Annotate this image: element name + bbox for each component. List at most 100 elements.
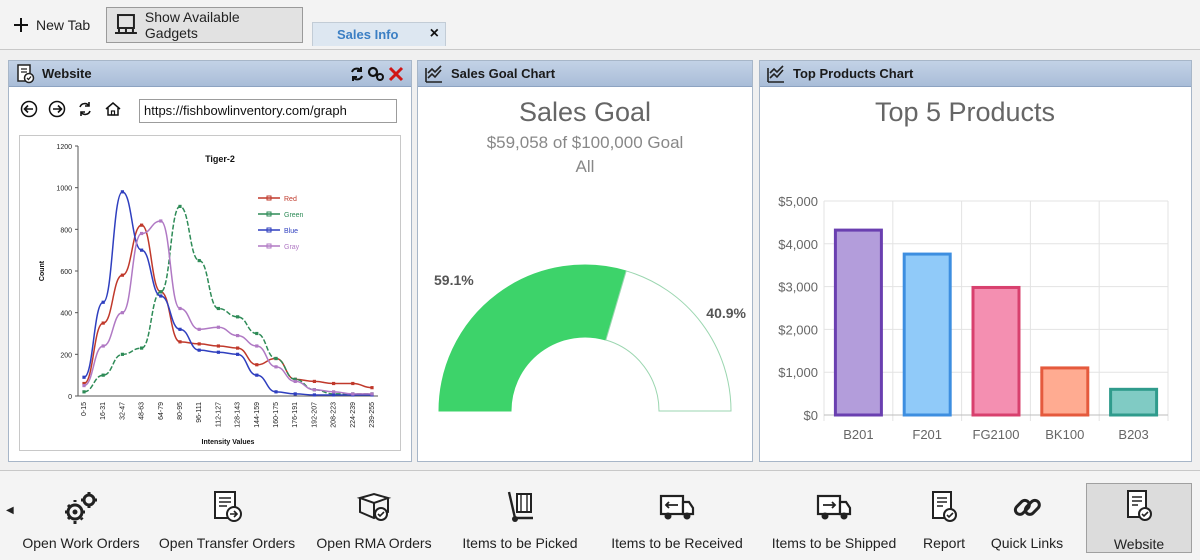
show-gadgets-button[interactable]: Show Available Gadgets [106, 7, 303, 43]
y-tick-label: $0 [804, 408, 818, 423]
y-tick-label: 400 [60, 311, 72, 318]
website-launcher-label: Website [1113, 536, 1165, 552]
legend-marker [266, 211, 272, 217]
bar-b203 [1109, 387, 1159, 417]
x-tick-label: FG2100 [973, 427, 1020, 442]
data-point-gray [312, 388, 316, 392]
home-icon[interactable] [103, 99, 123, 119]
data-point-red [332, 381, 336, 386]
website-icon [1124, 488, 1154, 524]
data-point-red [101, 321, 105, 325]
new-tab-button[interactable]: New Tab [6, 7, 96, 43]
settings-icon[interactable] [367, 66, 385, 82]
x-tick-label: BK100 [1045, 427, 1084, 442]
data-point-red [255, 363, 259, 367]
data-point-blue [159, 294, 163, 298]
data-point-green [293, 377, 297, 381]
data-point-red [82, 381, 86, 386]
x-tick-label: 208-223 [331, 402, 338, 428]
data-point-gray [351, 392, 355, 396]
scroll-left-icon[interactable]: ◀ [6, 505, 14, 516]
panel-actions [349, 65, 405, 83]
items-to-be-shipped-button[interactable]: Items to be Shipped [766, 485, 902, 551]
x-tick-label: 192-207 [311, 402, 318, 428]
refresh-icon[interactable] [349, 66, 365, 82]
quick-links-button[interactable]: Quick Links [984, 485, 1070, 551]
y-tick-label: $2,000 [778, 322, 818, 337]
data-point-gray [178, 306, 182, 311]
x-tick-label: 239-255 [369, 402, 376, 428]
tab-sales-info-label: Sales Info [337, 27, 399, 42]
data-point-green [101, 373, 105, 377]
sales-goal-panel: Sales Goal Chart Sales Goal $59,058 of $… [417, 60, 753, 462]
data-point-green [82, 390, 86, 394]
data-point-blue [332, 393, 336, 397]
data-point-blue [312, 393, 316, 397]
link-icon [1010, 489, 1044, 525]
x-tick-label: 0-15 [81, 402, 88, 416]
data-point-gray [370, 392, 374, 396]
gauge-achieved-slice [438, 264, 627, 412]
items-to-be-received-button[interactable]: Items to be Received [604, 485, 750, 551]
items-to-be-picked-label: Items to be Picked [462, 535, 578, 551]
open-transfer-orders-button[interactable]: Open Transfer Orders [156, 485, 298, 551]
close-icon[interactable]: × [429, 25, 439, 42]
bar-b201 [833, 228, 883, 417]
data-point-gray [140, 231, 144, 236]
series-line-blue [83, 191, 372, 396]
data-point-gray [216, 325, 220, 329]
sales-goal-gauge [438, 264, 732, 412]
top-products-panel-title: Top Products Chart [793, 66, 914, 81]
sales-goal-panel-header[interactable]: Sales Goal Chart [418, 61, 752, 87]
data-point-gray [197, 327, 201, 331]
top-products-bar-chart: $0 $1,000 $2,000 $3,000 $4,000 $5,000 B201 F201… [778, 194, 1169, 442]
data-point-gray [120, 311, 124, 315]
data-point-green [255, 331, 259, 336]
items-to-be-received-label: Items to be Received [611, 535, 743, 551]
y-tick-label: 200 [60, 352, 72, 359]
report-button[interactable]: Report [916, 485, 972, 551]
gauge-remaining-slice [605, 270, 732, 412]
data-point-gray [101, 344, 105, 348]
data-point-blue [178, 327, 182, 331]
open-work-orders-button[interactable]: Open Work Orders [18, 485, 144, 551]
x-tick-label: 48-63 [139, 402, 146, 420]
back-icon[interactable] [19, 99, 39, 119]
x-tick-label: 64-79 [158, 402, 165, 420]
forward-icon[interactable] [47, 99, 67, 119]
gauge-achieved-label: 59.1% [434, 272, 474, 288]
data-point-gray [236, 333, 240, 338]
legend-marker [266, 227, 272, 233]
reload-icon[interactable] [75, 99, 95, 119]
data-point-red [370, 386, 374, 390]
sales-goal-title: Sales Goal [518, 97, 652, 127]
hand-truck-icon [503, 489, 537, 525]
close-panel-icon[interactable] [387, 65, 405, 83]
data-point-red [197, 342, 201, 346]
x-tick-label: 32-47 [119, 402, 126, 420]
website-launcher-button[interactable]: Website [1086, 483, 1192, 553]
url-input[interactable]: https://fishbowlinventory.com/graph [139, 99, 397, 123]
website-panel-header[interactable]: Website [9, 61, 411, 87]
data-point-blue [101, 300, 105, 304]
y-tick-label: 800 [60, 227, 72, 234]
gauge-remaining-label: 40.9% [706, 305, 746, 321]
data-point-green [197, 258, 201, 263]
y-tick-label: $4,000 [778, 237, 818, 252]
data-point-red [312, 379, 316, 384]
sales-goal-filter: All [575, 157, 595, 176]
x-axis-label: Intensity Values [202, 439, 255, 446]
items-to-be-picked-button[interactable]: Items to be Picked [458, 485, 582, 551]
open-rma-orders-button[interactable]: Open RMA Orders [314, 485, 434, 551]
top-products-panel-header[interactable]: Top Products Chart [760, 61, 1191, 87]
bar-bk100 [1040, 366, 1090, 417]
tab-sales-info[interactable]: Sales Info × [312, 22, 446, 46]
x-tick-label: 80-95 [177, 402, 184, 420]
x-tick-label: 160-175 [273, 402, 280, 428]
data-point-blue [120, 190, 124, 194]
x-tick-label: B203 [1118, 427, 1148, 442]
x-tick-label: 224-239 [350, 402, 357, 428]
sales-goal-subtitle: $59,058 of $100,000 Goal [486, 133, 684, 152]
report-label: Report [922, 535, 966, 551]
y-tick-label: 1000 [56, 186, 72, 193]
